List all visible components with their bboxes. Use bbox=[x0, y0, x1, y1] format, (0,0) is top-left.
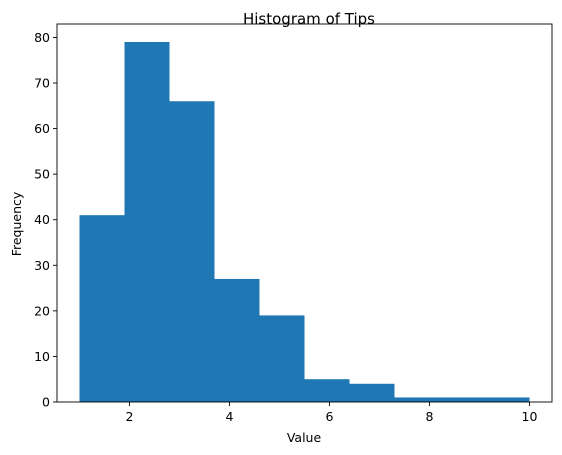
x-tick-label: 6 bbox=[326, 409, 334, 424]
x-tick-label: 8 bbox=[426, 409, 434, 424]
histogram-bar bbox=[394, 397, 440, 402]
y-tick-label: 40 bbox=[34, 212, 50, 227]
x-tick-label: 10 bbox=[522, 409, 538, 424]
y-tick-label: 80 bbox=[34, 30, 50, 45]
plot-frame bbox=[56, 23, 553, 403]
x-axis-ticks: 2 4 6 8 10 bbox=[126, 402, 538, 424]
bars-group bbox=[79, 42, 530, 402]
histogram-bar bbox=[304, 379, 350, 402]
x-axis-label: Value bbox=[287, 430, 322, 445]
y-tick-label: 10 bbox=[34, 349, 50, 364]
histogram-bar bbox=[169, 101, 215, 402]
y-tick-label: 70 bbox=[34, 76, 50, 91]
histogram-bar bbox=[259, 315, 305, 402]
histogram-bar bbox=[124, 42, 170, 402]
y-tick-label: 50 bbox=[34, 167, 50, 182]
histogram-bar bbox=[439, 397, 485, 402]
histogram-bar bbox=[484, 397, 530, 402]
x-tick-label: 2 bbox=[126, 409, 134, 424]
y-tick-label: 30 bbox=[34, 258, 50, 273]
histogram-bar bbox=[79, 215, 125, 402]
y-tick-label: 60 bbox=[34, 121, 50, 136]
y-tick-label: 20 bbox=[34, 303, 50, 318]
x-tick-label: 4 bbox=[226, 409, 234, 424]
histogram-bar bbox=[349, 383, 395, 402]
y-axis-label: Frequency bbox=[9, 191, 24, 256]
chart-title: Histogram of Tips bbox=[243, 10, 375, 28]
y-tick-label: 0 bbox=[42, 395, 50, 410]
y-axis-ticks: 0 10 20 30 40 50 60 70 80 bbox=[34, 30, 57, 410]
histogram-bar bbox=[214, 278, 260, 402]
